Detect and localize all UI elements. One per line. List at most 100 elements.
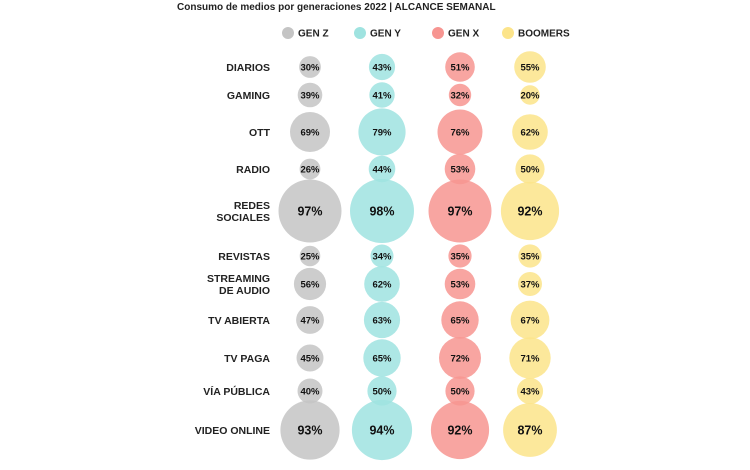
data-label: 34% [372, 251, 392, 262]
data-label: 56% [300, 279, 320, 290]
bubble [278, 179, 342, 243]
bubble [437, 109, 483, 155]
category-label: DIARIOS [226, 62, 270, 74]
bubble [293, 267, 327, 301]
bubble [296, 344, 324, 372]
bubble [445, 376, 475, 406]
bubble [509, 337, 551, 379]
bubble [297, 82, 323, 108]
category-label: GAMING [227, 90, 270, 102]
bubble [351, 399, 413, 461]
bubble [280, 400, 340, 460]
category-label: RADIO [236, 164, 270, 176]
data-label: 87% [517, 424, 542, 438]
category-label: VÍA PÚBLICA [203, 385, 270, 398]
data-label: 37% [520, 279, 540, 290]
data-label: 20% [520, 90, 540, 101]
data-label: 32% [450, 90, 470, 101]
legend-swatch [502, 27, 514, 39]
bubble [363, 301, 401, 339]
bubble [364, 266, 400, 302]
legend-swatch [432, 27, 444, 39]
data-label: 62% [372, 279, 392, 290]
category-label: DE AUDIO [219, 285, 270, 297]
category-label: TV PAGA [224, 353, 270, 365]
bubble [500, 181, 560, 241]
bubble [368, 155, 396, 183]
bubble [503, 403, 557, 457]
bubble [297, 378, 323, 404]
data-label: 93% [297, 424, 322, 438]
legend-label: GEN X [448, 29, 479, 40]
data-label: 62% [520, 127, 540, 138]
data-label: 30% [300, 62, 320, 73]
category-label: TV ABIERTA [208, 315, 270, 327]
bubble [370, 244, 394, 268]
data-label: 25% [300, 251, 320, 262]
data-label: 69% [300, 127, 320, 138]
data-label: 55% [520, 62, 540, 73]
data-label: 35% [450, 251, 470, 262]
legend-swatch [354, 27, 366, 39]
legend-swatch [282, 27, 294, 39]
data-label: 92% [517, 205, 542, 219]
bubble [350, 179, 414, 243]
bubble [358, 108, 406, 156]
bubble [368, 53, 396, 81]
legend-label: GEN Z [298, 29, 329, 40]
data-label: 53% [450, 279, 470, 290]
bubble [512, 114, 548, 150]
bubble [369, 82, 395, 108]
bubble [439, 337, 481, 379]
data-label: 79% [372, 127, 392, 138]
bubble [444, 153, 476, 185]
bubble [518, 272, 542, 296]
data-label: 39% [300, 90, 320, 101]
bubble [520, 85, 540, 105]
data-label: 26% [300, 164, 320, 175]
category-label: REVISTAS [218, 251, 270, 263]
bubble [515, 154, 545, 184]
data-label: 45% [300, 353, 320, 364]
data-label: 92% [447, 424, 472, 438]
bubble [430, 400, 490, 460]
data-label: 50% [372, 386, 392, 397]
bubble [518, 244, 542, 268]
data-label: 94% [369, 424, 394, 438]
bubble [516, 377, 544, 405]
data-label: 63% [372, 315, 392, 326]
data-label: 50% [520, 164, 540, 175]
category-label: REDES [234, 200, 270, 212]
data-label: 40% [300, 386, 320, 397]
category-label: OTT [249, 127, 271, 139]
data-label: 97% [297, 205, 322, 219]
bubble [428, 179, 492, 243]
bubble [367, 376, 397, 406]
bubble [290, 112, 330, 152]
data-label: 47% [300, 315, 320, 326]
bubble [514, 51, 546, 83]
data-label: 71% [520, 353, 540, 364]
bubble [444, 268, 476, 300]
data-label: 43% [372, 62, 392, 73]
data-label: 43% [520, 386, 540, 397]
data-label: 44% [372, 164, 392, 175]
data-label: 41% [372, 90, 392, 101]
bubble [296, 306, 324, 334]
bubble [441, 301, 479, 339]
bubble [299, 158, 321, 180]
category-label: STREAMING [207, 273, 270, 285]
data-label: 65% [372, 353, 392, 364]
bubble [445, 52, 475, 82]
data-label: 98% [369, 205, 394, 219]
data-label: 51% [450, 62, 470, 73]
legend-label: BOOMERS [518, 29, 570, 40]
data-label: 65% [450, 315, 470, 326]
data-label: 72% [450, 353, 470, 364]
data-label: 50% [450, 386, 470, 397]
bubble [299, 245, 321, 267]
chart-title: Consumo de medios por generaciones 2022 … [177, 2, 496, 13]
category-label: VIDEO ONLINE [195, 425, 270, 437]
data-label: 76% [450, 127, 470, 138]
